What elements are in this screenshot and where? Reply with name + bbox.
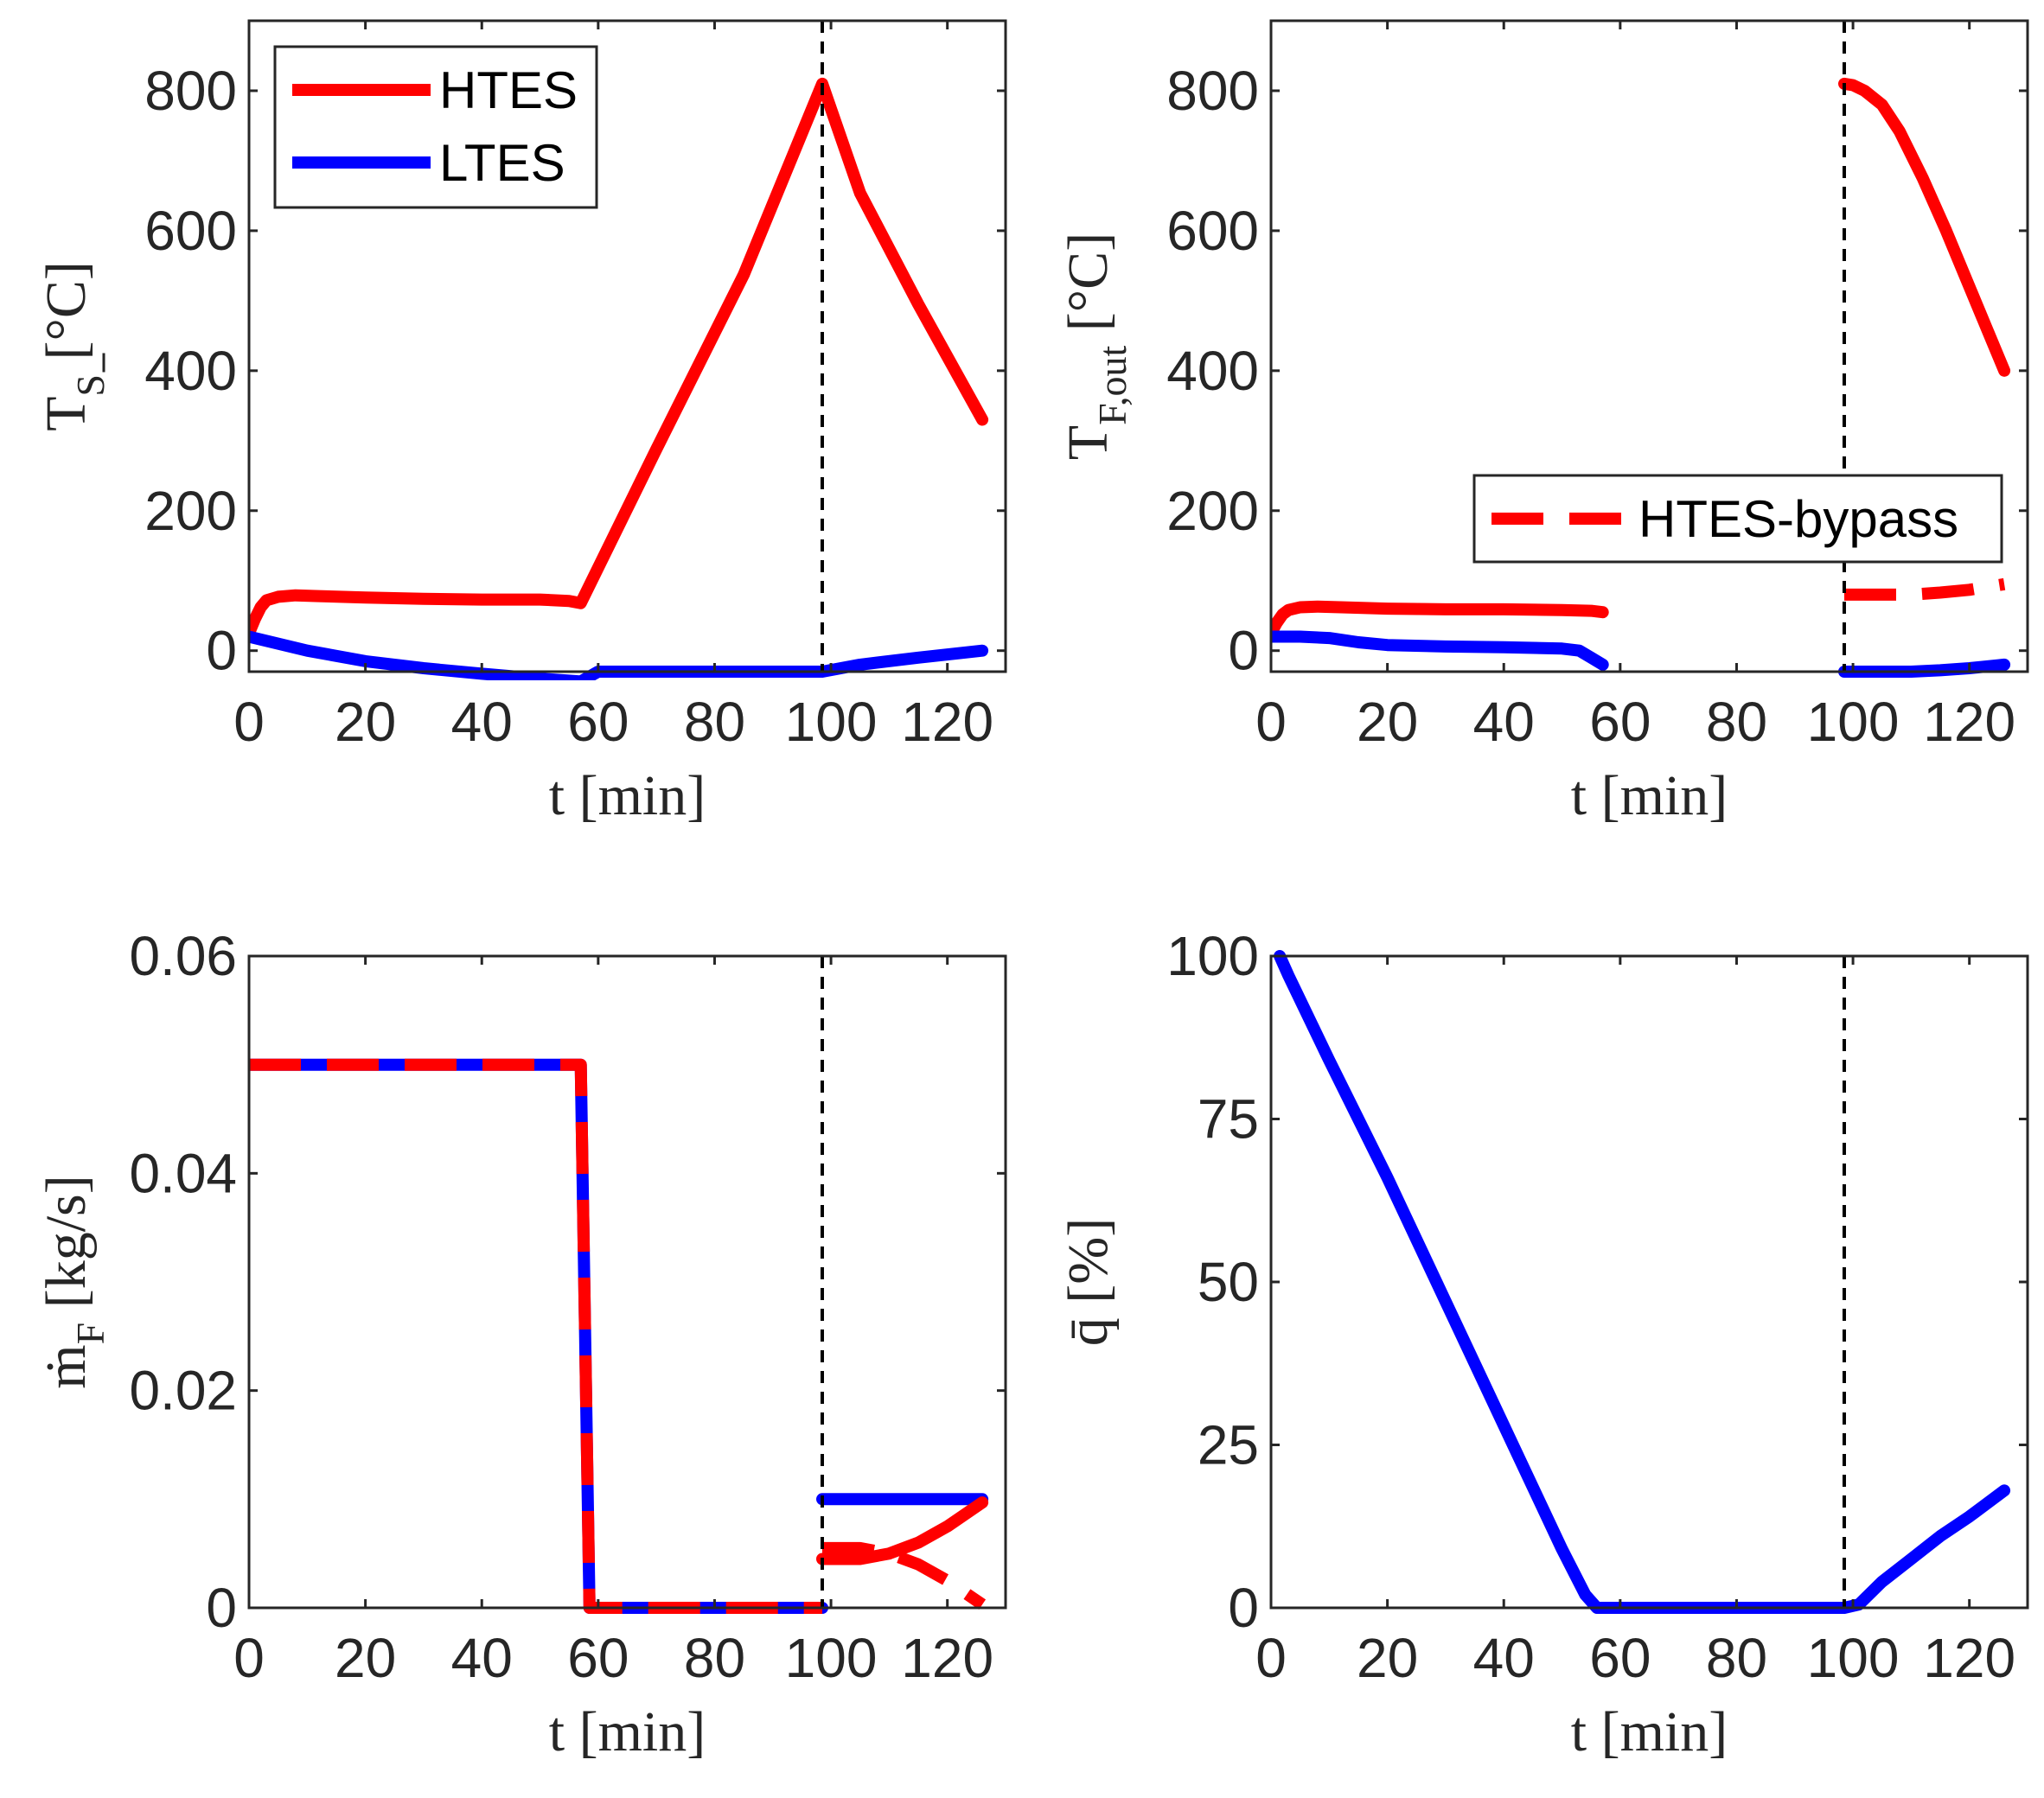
chart-panel-state-of-charge: 0 20 40 60 80 100 120 0 25 50 75 100 t [min] q̄ [%] <box>1057 925 2029 1763</box>
x-tick-label: 60 <box>567 1627 629 1689</box>
series-line-htes <box>249 1058 822 1614</box>
x-tick-label: 100 <box>785 691 878 753</box>
x-tick-label: 120 <box>901 1627 993 1689</box>
legend-label: LTES <box>439 134 565 192</box>
series-line-htes <box>1838 77 2011 377</box>
x-tick-label: 20 <box>1357 1627 1418 1689</box>
x-tick-label: 20 <box>335 691 396 753</box>
x-tick-label: 20 <box>1357 691 1418 753</box>
x-tick-label: 0 <box>233 691 265 753</box>
legend-box <box>273 45 598 209</box>
axes-box <box>247 954 1007 1610</box>
x-tick-label: 60 <box>1589 691 1651 753</box>
x-tick-label: 80 <box>684 1627 745 1689</box>
y-tick-label: 600 <box>144 200 237 262</box>
series-line-ltes <box>1274 950 2011 1614</box>
y-tick-label: 0 <box>1228 620 1259 682</box>
x-tick-label: 120 <box>1923 1627 2015 1689</box>
x-tick-label: 100 <box>1807 691 1900 753</box>
series-line-ltes <box>249 630 989 680</box>
x-tick-label: 40 <box>451 1627 513 1689</box>
y-tick-label: 0.06 <box>129 925 237 987</box>
chart-panel-fluid-outlet-temperature: 0 20 40 60 80 100 120 0 200 400 600 800 t [min] TF,… <box>1057 19 2029 827</box>
y-tick-label: 0 <box>206 1577 237 1639</box>
x-tick-label: 0 <box>233 1627 265 1689</box>
x-axis-label: t [min] <box>1571 1700 1728 1763</box>
y-tick-label: 200 <box>144 480 237 542</box>
x-tick-label: 0 <box>1255 691 1287 753</box>
x-tick-label: 40 <box>1473 691 1535 753</box>
x-axis-label: t [min] <box>549 764 706 827</box>
y-tick-label: 50 <box>1198 1251 1259 1313</box>
y-tick-label: 200 <box>1166 480 1259 542</box>
y-tick-label: 800 <box>1166 60 1259 122</box>
y-tick-label: 75 <box>1198 1088 1259 1151</box>
y-tick-label: 100 <box>1166 925 1259 987</box>
x-tick-label: 60 <box>1589 1627 1651 1689</box>
y-axis-label: TS [°C] <box>35 261 112 431</box>
y-tick-label: 400 <box>144 340 237 402</box>
y-tick-label: 25 <box>1198 1414 1259 1476</box>
x-tick-label: 40 <box>1473 1627 1535 1689</box>
series-line-htes-bypass <box>1844 577 2006 601</box>
series-line-htes <box>816 1496 989 1565</box>
x-tick-label: 100 <box>785 1627 878 1689</box>
chart-panel-storage-temperature: 0 20 40 60 80 100 120 0 200 400 600 800 t [min] TS … <box>35 19 1007 827</box>
x-tick-label: 20 <box>335 1627 396 1689</box>
y-tick-label: 0.02 <box>129 1360 237 1422</box>
x-tick-label: 80 <box>1706 1627 1767 1689</box>
axes-box <box>1269 19 2029 673</box>
series-line-ltes <box>249 1058 828 1614</box>
legend-box <box>1472 474 2003 564</box>
y-tick-label: 0 <box>1228 1577 1259 1639</box>
series-line-ltes <box>1271 630 1609 671</box>
y-tick-label: 0 <box>206 620 237 682</box>
chart-panel-mass-flow: 0 20 40 60 80 100 120 0 0.02 0.04 0.06 t [min] ṁF … <box>35 925 1007 1763</box>
axes-box <box>247 19 1007 673</box>
y-tick-label: 400 <box>1166 340 1259 402</box>
y-tick-label: 800 <box>144 60 237 122</box>
y-tick-label: 0.04 <box>129 1142 237 1204</box>
series-line-htes <box>1271 600 1609 640</box>
y-axis-label: q̄ [%] <box>1057 1218 1120 1346</box>
x-tick-label: 80 <box>1706 691 1767 753</box>
x-tick-label: 40 <box>451 691 513 753</box>
x-tick-label: 100 <box>1807 1627 1900 1689</box>
y-tick-label: 600 <box>1166 200 1259 262</box>
legend: HTES LTES <box>273 45 598 209</box>
y-axis-label: TF,out [°C] <box>1057 233 1134 460</box>
x-tick-label: 60 <box>567 691 629 753</box>
legend: HTES-bypass <box>1472 474 2003 564</box>
legend-label: HTES-bypass <box>1638 490 1958 548</box>
x-tick-label: 0 <box>1255 1627 1287 1689</box>
x-tick-label: 120 <box>1923 691 2015 753</box>
y-axis-label: ṁF [kg/s] <box>35 1175 112 1388</box>
legend-label: HTES <box>439 61 578 119</box>
x-tick-label: 80 <box>684 691 745 753</box>
x-tick-label: 120 <box>901 691 993 753</box>
x-axis-label: t [min] <box>1571 764 1728 827</box>
axes-box <box>1269 954 2029 1610</box>
x-axis-label: t [min] <box>549 1700 706 1763</box>
series-line-htes-bypass <box>822 1541 987 1610</box>
